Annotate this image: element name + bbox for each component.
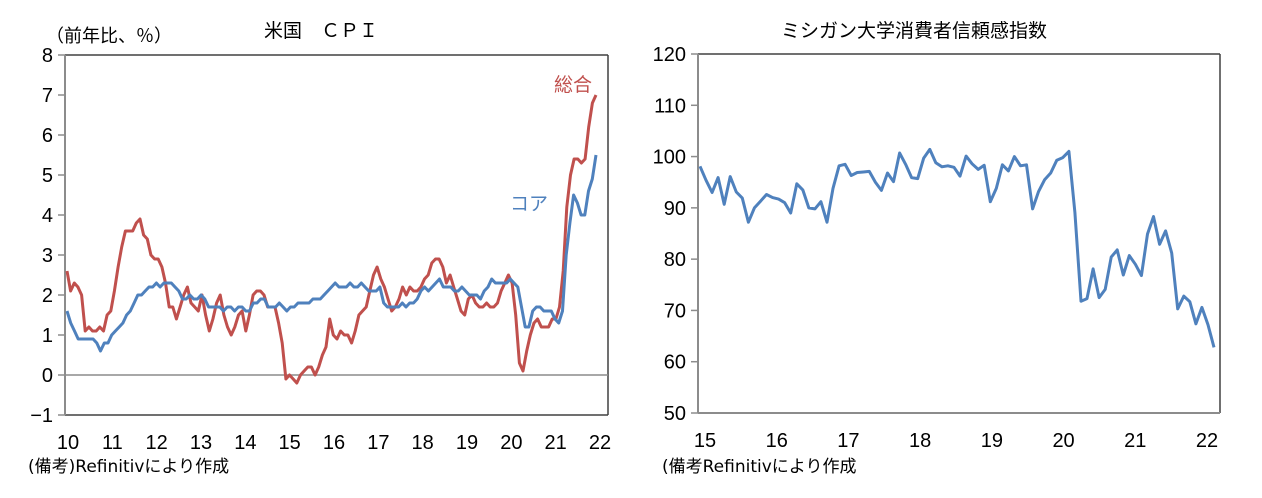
y-tick-label: 0 xyxy=(42,365,53,387)
y-tick-label: 50 xyxy=(664,403,686,425)
cpi-plot-area xyxy=(65,55,608,415)
cpi-series-core-line xyxy=(65,154,598,353)
x-tick-label: 22 xyxy=(589,432,611,454)
y-tick-label: 120 xyxy=(653,44,686,66)
x-tick-label: 13 xyxy=(190,432,212,454)
y-tick-label: −1 xyxy=(30,405,53,427)
x-tick-label: 17 xyxy=(367,432,389,454)
x-tick-label: 19 xyxy=(981,430,1003,452)
y-tick-label: 7 xyxy=(42,85,53,107)
y-tick-label: 90 xyxy=(664,198,686,220)
michigan-x-ticks: 15 16 17 18 19 20 21 22 xyxy=(694,430,1218,452)
y-tick-label: 4 xyxy=(42,205,53,227)
y-tick-label: 110 xyxy=(654,95,686,117)
x-tick-label: 18 xyxy=(412,432,434,454)
x-tick-label: 18 xyxy=(909,430,931,452)
y-tick-label: 3 xyxy=(42,245,53,267)
michigan-plot-area xyxy=(698,54,1220,413)
y-tick-label: 1 xyxy=(42,325,53,347)
x-tick-label: 20 xyxy=(1052,430,1074,452)
y-tick-label: 80 xyxy=(664,249,686,271)
x-tick-label: 20 xyxy=(500,432,522,454)
x-tick-label: 16 xyxy=(323,432,345,454)
y-tick-label: 100 xyxy=(653,147,686,169)
y-tick-label: 8 xyxy=(42,45,53,67)
cpi-unit-label: （前年比、％） xyxy=(46,26,172,47)
x-tick-label: 21 xyxy=(1124,430,1146,452)
x-tick-label: 15 xyxy=(694,430,716,452)
cpi-title: 米国 ＣＰＩ xyxy=(264,20,378,42)
cpi-y-ticks: 8 7 6 5 4 3 2 1 0 −1 xyxy=(30,45,65,427)
michigan-y-ticks: 120 110 100 90 80 70 60 50 xyxy=(653,44,698,425)
michigan-series-line xyxy=(698,147,1216,348)
cpi-label-core: コア xyxy=(510,193,548,215)
michigan-source-note: (備考Refinitivにより作成 xyxy=(662,457,856,477)
x-tick-label: 14 xyxy=(234,432,256,454)
y-tick-label: 5 xyxy=(42,165,53,187)
x-tick-label: 17 xyxy=(837,430,859,452)
x-tick-label: 22 xyxy=(1196,430,1218,452)
x-tick-label: 11 xyxy=(102,432,123,454)
x-tick-label: 21 xyxy=(545,432,567,454)
cpi-series-total-line xyxy=(65,94,598,385)
x-tick-label: 15 xyxy=(279,432,301,454)
cpi-x-ticks: 10 11 12 13 14 15 16 17 18 19 20 21 22 xyxy=(57,432,611,454)
michigan-title: ミシガン大学消費者信頼感指数 xyxy=(781,20,1047,42)
x-tick-label: 12 xyxy=(146,432,168,454)
x-tick-label: 16 xyxy=(766,430,788,452)
x-tick-label: 19 xyxy=(456,432,478,454)
y-tick-label: 70 xyxy=(664,300,686,322)
y-tick-label: 60 xyxy=(664,352,686,374)
y-tick-label: 6 xyxy=(42,125,53,147)
cpi-source-note: (備考)Refinitivにより作成 xyxy=(28,457,229,477)
cpi-label-total: 総合 xyxy=(554,74,592,96)
y-tick-label: 2 xyxy=(42,285,53,307)
x-tick-label: 10 xyxy=(57,432,79,454)
